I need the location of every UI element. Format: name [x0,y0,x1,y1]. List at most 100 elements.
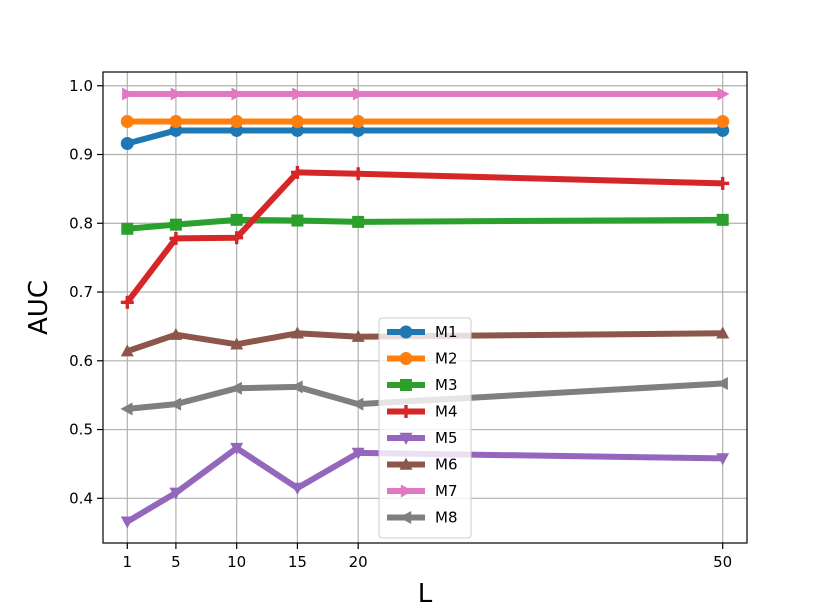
data-point-m5 [290,482,304,495]
legend-label: M3 [435,376,458,394]
legend-marker [400,484,413,498]
legend-label: M7 [435,482,458,500]
legend-item-m5: M5 [387,429,458,447]
legend-marker [399,325,413,339]
x-tick-label: 50 [713,553,732,571]
data-point-m4 [120,295,134,309]
legend-item-m4: M4 [387,403,458,421]
data-point-m6 [290,326,304,339]
data-point-m7 [292,87,305,101]
data-point-m4 [290,165,304,179]
data-point-m6 [230,337,244,350]
legend-label: M2 [435,350,458,368]
data-point-m3 [352,215,365,228]
legend-marker [399,405,413,418]
legend-item-m8: M8 [387,509,458,527]
series-group [120,87,730,529]
legend-item-m1: M1 [387,323,458,341]
data-point-m7 [352,87,365,101]
data-point-m2 [120,115,134,129]
data-point-m7 [231,87,244,101]
plot-frame [102,71,748,544]
data-point-m6 [169,327,183,340]
legend-label: M8 [435,509,458,527]
series-line-m3 [127,216,723,232]
y-tick-label: 0.8 [69,214,93,232]
legend-label: M5 [435,429,458,447]
data-point-m2 [351,115,365,129]
data-point-m2 [290,115,304,129]
series-line-m1 [126,127,723,147]
x-axis-label: L [418,579,433,609]
data-point-m5 [169,487,183,500]
data-point-m4 [716,176,730,190]
y-tick-label: 0.7 [69,283,93,301]
data-point-m4 [230,231,244,245]
axis-ticks: 1 5 10 15 20 500.40.50.60.70.80.91.0 [69,77,732,571]
data-point-m1 [120,137,134,151]
data-point-m7 [170,87,183,101]
y-axis-label: AUC [24,280,54,335]
x-tick-label: 15 [288,553,307,571]
x-tick-label: 20 [349,553,368,571]
legend-marker [399,352,413,365]
series-m1 [120,123,730,151]
legend-label: M4 [435,403,458,421]
legend-item-m7: M7 [387,482,458,500]
y-tick-label: 0.4 [69,489,93,507]
legend-label: M1 [435,323,458,341]
y-tick-label: 0.9 [69,146,93,164]
legend-label: M6 [435,456,458,474]
legend-box [378,317,472,539]
data-point-m3 [121,222,134,235]
data-point-m3 [230,213,243,226]
legend-marker [400,379,412,391]
legend-marker [399,432,413,445]
data-point-m4 [351,167,365,181]
data-point-m8 [715,376,728,390]
legend-item-m3: M3 [387,376,458,394]
series-m7 [122,87,730,101]
legend-item-m6: M6 [387,456,458,474]
data-point-m3 [169,218,182,231]
data-point-m2 [716,115,730,129]
data-point-m5 [716,453,730,466]
data-point-m2 [230,115,244,129]
data-point-m5 [230,442,244,455]
data-point-m7 [122,87,135,101]
data-point-m6 [716,326,730,339]
data-point-m3 [291,214,304,227]
data-point-m7 [717,87,730,101]
data-point-m8 [351,397,364,411]
series-m3 [121,213,729,235]
data-point-m1 [290,123,304,137]
data-point-m1 [716,123,730,137]
data-point-m8 [290,380,303,394]
data-point-m5 [120,516,134,529]
legend-item-m2: M2 [387,350,458,368]
y-tick-label: 0.6 [69,352,93,370]
data-point-m6 [120,344,134,357]
data-point-m8 [169,397,182,411]
data-point-m2 [169,115,183,129]
data-point-m8 [229,381,242,395]
legend: M1 M2 M3 M4 M5 M6 M7 M8 [378,317,472,539]
x-tick-label: 10 [227,553,246,571]
data-point-m1 [169,123,183,137]
data-point-m3 [716,213,729,226]
x-tick-label: 1 [123,553,133,571]
data-point-m6 [351,329,365,342]
legend-marker [399,511,412,524]
series-m4 [120,165,730,309]
series-m2 [120,115,730,129]
data-point-m1 [230,123,244,137]
legend-marker [399,457,413,470]
y-tick-label: 1.0 [69,77,93,95]
series-line-m4 [124,169,723,305]
data-point-m5 [351,447,365,460]
data-point-m8 [120,402,133,416]
data-point-m1 [351,123,365,137]
x-tick-label: 5 [171,553,181,571]
y-tick-label: 0.5 [69,421,93,439]
